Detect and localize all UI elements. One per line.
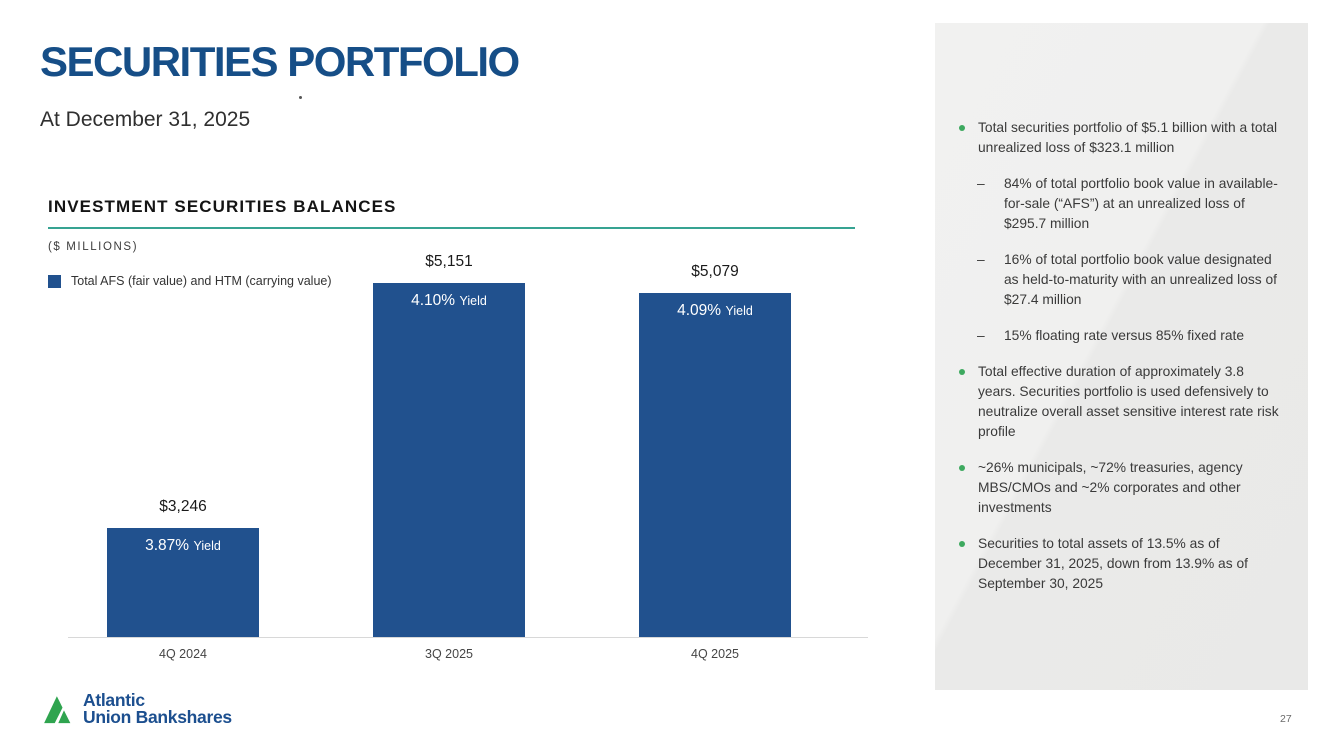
bar-4q-2025 (639, 293, 791, 637)
bar-yield-label-3q-2025: 4.10% Yield (411, 292, 487, 309)
x-axis-line (68, 637, 868, 638)
bullet-text: 15% floating rate versus 85% fixed rate (1004, 328, 1245, 343)
page-subtitle: At December 31, 2025 (40, 108, 251, 131)
page-number: 27 (1280, 713, 1292, 725)
legend-label: Total AFS (fair value) and HTM (carrying… (71, 274, 332, 288)
x-axis-label-3q-2025: 3Q 2025 (425, 647, 473, 661)
bar-yield-label-4q-2025: 4.09% Yield (677, 302, 753, 319)
sub-bullet-item: – 15% floating rate versus 85% fixed rate (977, 326, 1280, 346)
bullet-dash-icon: – (977, 328, 985, 343)
legend-swatch-icon (48, 274, 61, 288)
sub-bullet-item: – 16% of total portfolio book value desig… (977, 250, 1280, 310)
chart-units-label: ($ MILLIONS) (48, 241, 139, 253)
bullet-text: Total effective duration of approximatel… (978, 364, 1279, 439)
bullet-item: Securities to total assets of 13.5% as o… (957, 534, 1280, 594)
sub-bullet-item: – 84% of total portfolio book value in av… (977, 174, 1280, 234)
bullet-dash-icon: – (977, 252, 985, 267)
bullet-text: 84% of total portfolio book value in ava… (1004, 176, 1278, 231)
x-axis-label-4q-2025: 4Q 2025 (691, 647, 739, 661)
chart-legend: Total AFS (fair value) and HTM (carrying… (48, 274, 332, 288)
highlights-sidebar: Total securities portfolio of $5.1 billi… (935, 23, 1308, 690)
bullet-text: 16% of total portfolio book value design… (1004, 252, 1278, 307)
bullet-dot-icon (957, 369, 969, 442)
bar-4q-2024 (107, 528, 259, 637)
bullet-text: Total securities portfolio of $5.1 billi… (978, 120, 1278, 155)
bar-value-label-3q-2025: $5,151 (425, 253, 473, 270)
bar-value-label-4q-2024: $3,246 (159, 498, 207, 515)
bullet-dot-icon (957, 541, 969, 594)
bullet-text: Securities to total assets of 13.5% as o… (978, 536, 1248, 591)
logo-wordmark: Atlantic Union Bankshares (83, 689, 232, 727)
logo-triangle-icon (44, 696, 71, 724)
page-title: SECURITIES PORTFOLIO (40, 38, 520, 85)
bar-yield-label-4q-2024: 3.87% Yield (145, 537, 221, 554)
logo-line1: Atlantic (83, 689, 145, 710)
title-trailing-dot (299, 96, 302, 99)
bullet-item: Total securities portfolio of $5.1 billi… (957, 118, 1280, 158)
chart-title-rule (48, 227, 855, 229)
bullet-text: ~26% municipals, ~72% treasuries, agency… (978, 460, 1243, 515)
bar-3q-2025 (373, 283, 525, 637)
bullet-dot-icon (957, 465, 969, 518)
x-axis-label-4q-2024: 4Q 2024 (159, 647, 207, 661)
logo-line2: Union Bankshares (83, 707, 232, 727)
bullet-item: ~26% municipals, ~72% treasuries, agency… (957, 458, 1280, 518)
bullet-dash-icon: – (977, 176, 985, 191)
bar-chart-plot: $3,246 3.87% Yield 4Q 2024 $5,151 4.10% Yiel… (68, 253, 868, 661)
company-logo: Atlantic Union Bankshares (42, 688, 232, 730)
chart-title: INVESTMENT SECURITIES BALANCES (48, 197, 397, 216)
bullet-item: Total effective duration of approximatel… (957, 362, 1280, 442)
bullet-dot-icon (957, 125, 969, 158)
bar-value-label-4q-2025: $5,079 (691, 263, 739, 280)
